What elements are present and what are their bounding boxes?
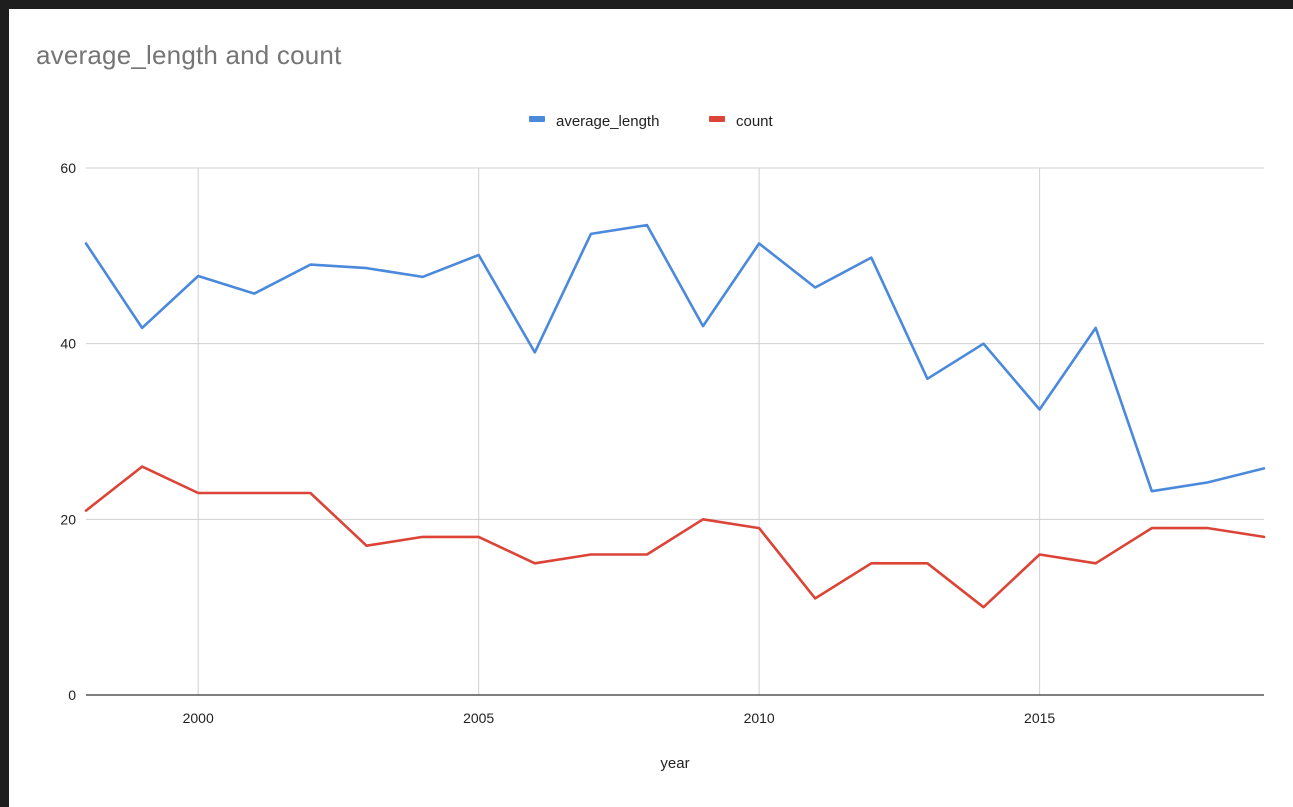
x-tick-label: 2010: [744, 710, 775, 726]
series-line-average_length: [84, 223, 1266, 493]
chart-card: [9, 9, 1293, 807]
legend-swatch-average_length: [529, 116, 545, 122]
axes: 0 20 40 60 2000 2005 2010 2015: [60, 160, 1264, 726]
legend-label-count: count: [736, 113, 774, 130]
y-tick-label: 20: [60, 511, 76, 527]
chart-title: average_length and count: [36, 40, 342, 70]
series-lines: [84, 223, 1266, 609]
legend: average_length count: [529, 113, 774, 130]
y-tick-label: 60: [60, 160, 76, 176]
x-axis-title: year: [660, 755, 689, 772]
gridlines: [86, 167, 1264, 695]
legend-swatch-count: [709, 116, 725, 122]
x-tick-label: 2000: [183, 710, 214, 726]
y-tick-label: 0: [68, 687, 76, 703]
legend-label-average_length: average_length: [556, 113, 659, 130]
x-tick-label: 2015: [1024, 710, 1055, 726]
x-tick-label: 2005: [463, 710, 494, 726]
series-line-count: [84, 465, 1266, 609]
y-tick-label: 40: [60, 336, 76, 352]
